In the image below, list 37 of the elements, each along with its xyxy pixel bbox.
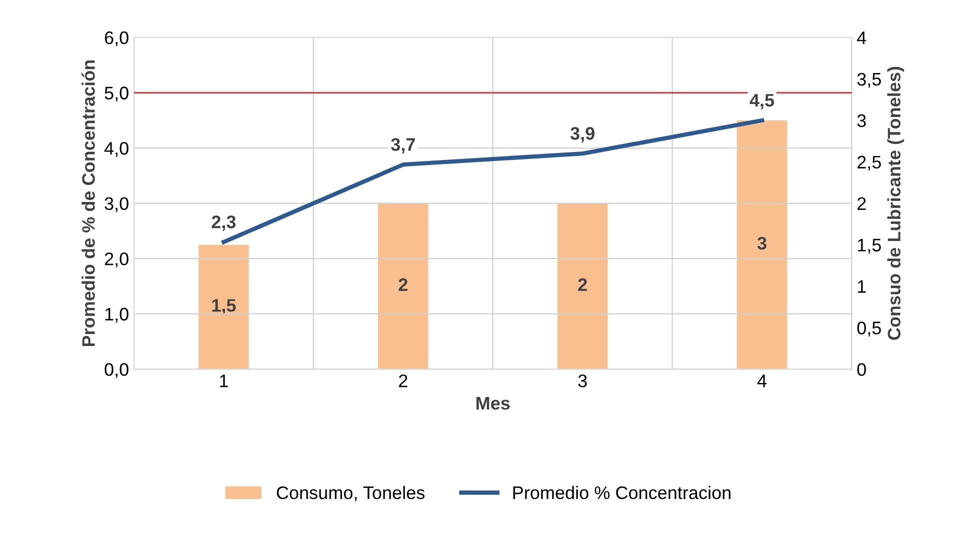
y2-tick-label: 4 bbox=[857, 32, 866, 44]
x-tick-label: 1 bbox=[220, 374, 228, 388]
legend-label: Consumo, Toneles bbox=[276, 486, 425, 502]
x-tick-label: 4 bbox=[757, 374, 767, 388]
y-tick-label: 6,0 bbox=[104, 31, 128, 46]
y2-tick-label: 0,5 bbox=[857, 322, 881, 337]
data-label: 4,5 bbox=[750, 94, 774, 110]
data-label: 2,3 bbox=[212, 216, 236, 231]
data-label: 3,7 bbox=[391, 138, 415, 154]
y-tick-label: 2,0 bbox=[104, 252, 128, 268]
y-tick-label: 3,0 bbox=[104, 197, 128, 212]
y2-tick-label: 3,5 bbox=[857, 72, 881, 88]
bar bbox=[557, 203, 608, 370]
legend-label: Promedio % Concentracion bbox=[513, 486, 730, 500]
bar bbox=[378, 203, 428, 370]
y2-axis-title: Consuo de Lubricante (Toneles) bbox=[887, 66, 904, 340]
data-label: 3 bbox=[757, 236, 766, 250]
bar bbox=[736, 120, 788, 370]
data-label: 3,9 bbox=[570, 127, 594, 142]
y2-tick-label: 0 bbox=[857, 363, 866, 376]
y-tick-label: 4,0 bbox=[104, 142, 128, 157]
x-tick-label: 2 bbox=[399, 374, 408, 388]
y2-tick-label: 1 bbox=[858, 280, 866, 293]
bar bbox=[198, 244, 249, 370]
y2-tick-label: 2,5 bbox=[858, 156, 881, 171]
data-label: 2 bbox=[578, 278, 587, 291]
x-axis-title: Mes bbox=[476, 397, 510, 410]
y2-tick-label: 1,5 bbox=[858, 238, 881, 254]
y2-tick-label: 3 bbox=[857, 114, 866, 128]
data-label: 1,5 bbox=[212, 299, 236, 314]
data-label: 2 bbox=[398, 278, 408, 291]
y2-tick-label: 2 bbox=[858, 197, 866, 210]
y-tick-label: 0,0 bbox=[104, 363, 128, 378]
x-tick-label: 3 bbox=[578, 374, 587, 388]
y-tick-label: 5,0 bbox=[104, 86, 128, 102]
y-axis-title: Promedio de % de Concentración bbox=[81, 60, 95, 346]
y-tick-label: 1,0 bbox=[105, 308, 128, 323]
